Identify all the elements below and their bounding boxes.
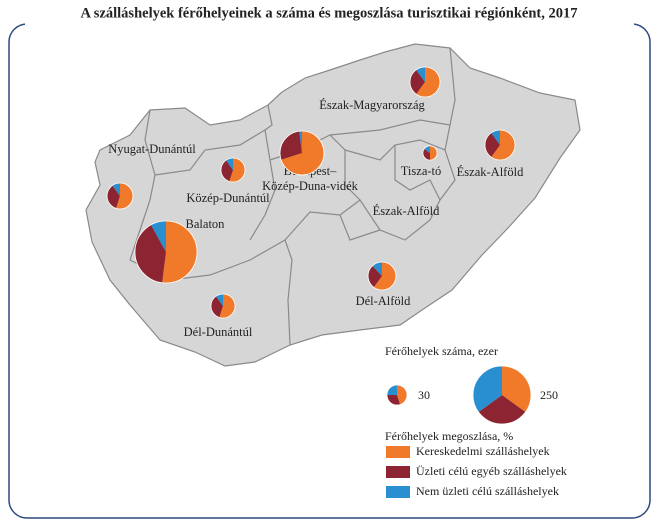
pie-slice [107, 185, 120, 209]
region-border [444, 47, 456, 151]
pie-size [210, 293, 236, 319]
share-legend-title: Férőhelyek megoszlása, % [385, 429, 513, 443]
region-label: Balaton [186, 217, 226, 231]
pie-slice [225, 157, 233, 170]
region-border [129, 109, 156, 261]
map [85, 43, 581, 367]
pie-slice [409, 69, 425, 95]
pie-size [422, 145, 438, 161]
region-label: Dél-Dunántúl [184, 325, 253, 339]
pie-slice [210, 296, 223, 318]
pie-slice [478, 395, 526, 425]
pie-slice [215, 293, 223, 306]
pie-slice [281, 130, 325, 176]
title: A szálláshelyek férőhelyeinek a száma és… [81, 5, 578, 21]
pie-slice [484, 132, 500, 158]
title-backdrop [25, 4, 634, 26]
region-border [329, 119, 451, 136]
pie-size [106, 182, 134, 210]
size-legend-label: 250 [540, 388, 558, 402]
pie-slice [162, 220, 198, 284]
region-label: Nyugat-Dunántúl [108, 142, 196, 156]
region-label: Tisza-tó [401, 164, 442, 178]
region-label: Észak-Alföld [373, 204, 440, 218]
pie-slice [502, 366, 531, 413]
pie-slice [386, 384, 397, 395]
pie-slice [299, 130, 302, 153]
legend-swatch [386, 486, 410, 498]
region-border [264, 104, 273, 131]
pie-size [409, 66, 441, 98]
pie-size [484, 129, 516, 161]
country-shape [85, 43, 581, 367]
pie-size [386, 384, 408, 406]
pie-slice [373, 262, 396, 290]
pie-slice [416, 66, 425, 82]
pie-slice [472, 366, 502, 413]
pie-slice [220, 160, 233, 182]
legend-label: Kereskedelmi szálláshelyek [416, 444, 550, 458]
pie-slice [430, 145, 438, 161]
legend-label: Üzleti célú egyéb szálláshelyek [416, 464, 567, 478]
region-label: Dél-Alföld [356, 294, 412, 308]
pie-slice [134, 224, 166, 283]
pie-slice [386, 395, 401, 406]
pie-slice [416, 66, 441, 98]
region-label: Közép-Dunántúl [186, 191, 270, 205]
region-border [344, 139, 456, 241]
pie-slice [491, 129, 500, 145]
pie-slice [219, 293, 236, 319]
pie-slice [397, 384, 408, 405]
pie-slice [112, 183, 120, 196]
pie-slice [491, 129, 516, 161]
region-border [339, 214, 381, 241]
pie-slice [115, 183, 133, 209]
pie-size [367, 261, 397, 291]
size-legend-title: Férőhelyek száma, ezer [385, 344, 498, 358]
pie-slice [372, 262, 382, 276]
legend-swatch [386, 466, 410, 478]
region-label: Észak-Alföld [457, 165, 524, 179]
pie-slice [151, 220, 166, 252]
legend-label: Nem üzleti célú szálláshelyek [416, 484, 559, 498]
pie-size [279, 130, 325, 176]
pie-size [220, 157, 246, 183]
legend-swatch [386, 446, 410, 458]
size-legend-label: 30 [418, 388, 430, 402]
pie-size [472, 365, 532, 425]
pie-size [134, 220, 198, 284]
pie-slice [229, 157, 246, 183]
region-border [394, 145, 441, 201]
pie-slice [368, 265, 382, 288]
pie-slice [279, 131, 302, 160]
region-label: Észak-Magyarország [319, 98, 425, 112]
